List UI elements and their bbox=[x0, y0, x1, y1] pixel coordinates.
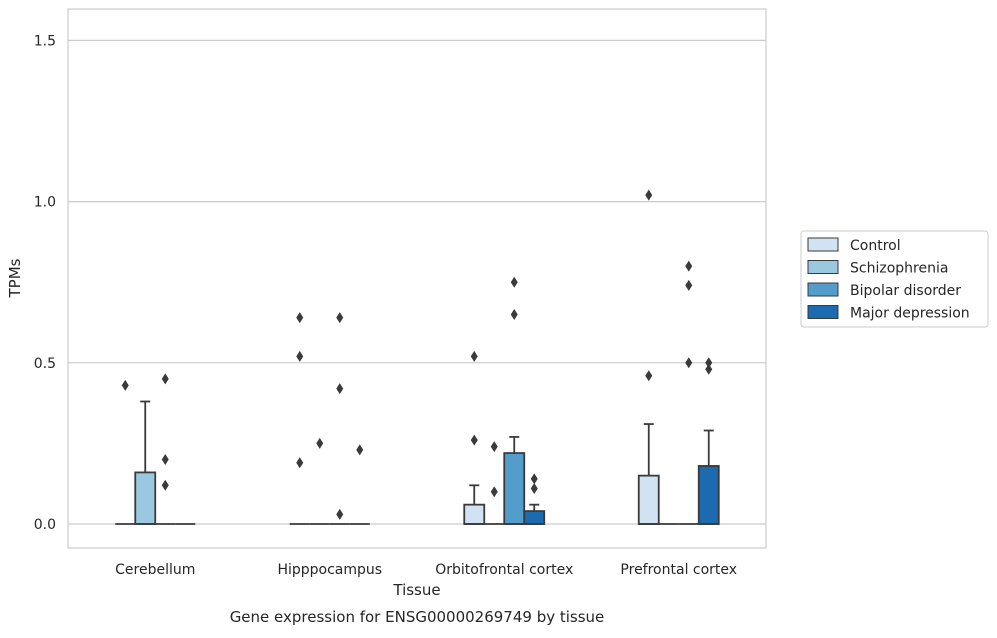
legend-frame bbox=[800, 230, 989, 328]
legend-swatch bbox=[807, 260, 839, 274]
x-tick-label: Hipppocampus bbox=[277, 562, 382, 578]
figure-caption: Gene expression for ENSG00000269749 by t… bbox=[230, 608, 605, 626]
y-tick-labels: 0.00.51.01.52.02.53.0 bbox=[34, 33, 56, 533]
box-schizophrenia bbox=[134, 471, 157, 525]
legend-label: Schizophrenia bbox=[850, 261, 948, 277]
legend-swatch bbox=[807, 237, 839, 252]
outlier-point bbox=[316, 437, 324, 449]
outlier-point bbox=[685, 260, 693, 272]
y-tick-label: 0.5 bbox=[34, 356, 56, 372]
outlier-point bbox=[685, 279, 693, 291]
x-tick-label: Cerebellum bbox=[115, 562, 195, 578]
outlier-point bbox=[530, 473, 538, 485]
y-tick-label: 1.5 bbox=[34, 33, 56, 49]
outlier-point bbox=[645, 370, 653, 382]
outlier-point bbox=[685, 357, 693, 369]
legend-swatch bbox=[807, 305, 839, 319]
x-tick-label: Orbitofrontal cortex bbox=[435, 562, 573, 578]
legend-label: Bipolar disorder bbox=[850, 283, 961, 299]
outlier-point bbox=[490, 441, 498, 453]
box-major-depression bbox=[523, 510, 546, 525]
outlier-point bbox=[296, 350, 304, 362]
outlier-point bbox=[161, 373, 169, 385]
outlier-point bbox=[296, 457, 304, 469]
outlier-point bbox=[356, 444, 364, 456]
outlier-point bbox=[530, 483, 538, 495]
box-bipolar-disorder bbox=[503, 452, 526, 525]
y-tick-label: 0.0 bbox=[34, 517, 56, 533]
outlier-point bbox=[490, 486, 498, 498]
legend: Control Schizophrenia Bipolar disorder Majo… bbox=[800, 230, 989, 328]
outlier-point bbox=[336, 312, 344, 324]
outlier-point bbox=[161, 479, 169, 491]
x-tick-labels: Cerebellum Hipppocampus Orbitofrontal cort… bbox=[115, 562, 737, 578]
legend-swatch bbox=[807, 282, 839, 297]
y-tick-label: 1.0 bbox=[34, 195, 56, 211]
outlier-point bbox=[705, 363, 713, 375]
outlier-point bbox=[470, 434, 478, 446]
outlier-point bbox=[705, 357, 713, 369]
box-major-depression bbox=[697, 465, 720, 525]
outlier-point bbox=[336, 508, 344, 520]
outlier-point bbox=[645, 189, 653, 201]
outlier-point bbox=[510, 308, 518, 320]
box-control bbox=[637, 474, 660, 525]
outlier-point bbox=[161, 454, 169, 466]
legend-label: Major depression bbox=[850, 306, 970, 322]
outlier-point bbox=[296, 312, 304, 324]
outlier-point bbox=[121, 379, 129, 391]
outlier-point bbox=[510, 276, 518, 288]
x-tick-label: Prefrontal cortex bbox=[620, 562, 737, 578]
box-series-group bbox=[115, 189, 720, 525]
box-control bbox=[463, 503, 486, 525]
x-axis-label: Tissue bbox=[392, 581, 440, 599]
outlier-point bbox=[470, 350, 478, 362]
y-axis-label: TPMs bbox=[6, 258, 24, 298]
outlier-point bbox=[336, 383, 344, 395]
legend-label: Control bbox=[850, 238, 901, 254]
plot-area-frame bbox=[67, 8, 767, 549]
